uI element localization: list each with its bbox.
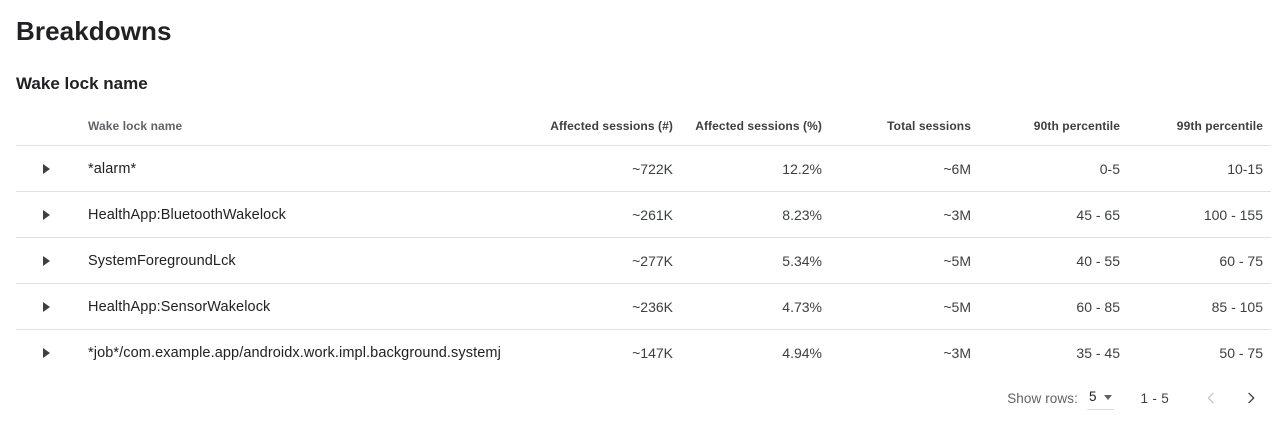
wake-lock-table: Wake lock name Affected sessions (#) Aff… — [16, 106, 1271, 421]
total-sessions: ~3M — [943, 206, 971, 223]
expand-cell — [16, 205, 88, 225]
show-rows-select[interactable]: 5 — [1086, 387, 1115, 410]
affected-sessions-count: ~722K — [632, 160, 673, 177]
section-title: Wake lock name — [16, 74, 148, 93]
total-sessions: ~6M — [943, 160, 971, 177]
expand-cell — [16, 297, 88, 317]
p90-value: 35 - 45 — [1076, 344, 1120, 361]
caret-down-icon — [1104, 394, 1113, 400]
total-sessions: ~3M — [943, 344, 971, 361]
table-row[interactable]: *job*/com.example.app/androidx.work.impl… — [16, 329, 1271, 375]
expand-cell — [16, 159, 88, 179]
column-header-90th-percentile: 90th percentile — [1033, 118, 1120, 133]
column-header-wake-lock-name: Wake lock name — [88, 118, 183, 133]
wake-lock-name: *alarm* — [88, 160, 137, 177]
p90-value: 45 - 65 — [1076, 206, 1120, 223]
wake-lock-name: SystemForegroundLck — [88, 252, 236, 269]
affected-sessions-count: ~261K — [632, 206, 673, 223]
triangle-right-icon — [43, 209, 50, 220]
expand-row-button[interactable] — [43, 205, 63, 225]
p99-value: 100 - 155 — [1203, 206, 1263, 223]
affected-sessions-count: ~277K — [632, 252, 673, 269]
affected-sessions-count: ~147K — [632, 344, 673, 361]
table-row[interactable]: SystemForegroundLck ~277K 5.34% ~5M 40 -… — [16, 237, 1271, 283]
previous-page-button[interactable] — [1191, 378, 1231, 418]
wake-lock-name: HealthApp:SensorWakelock — [88, 298, 271, 315]
triangle-right-icon — [43, 255, 50, 266]
expand-row-button[interactable] — [43, 251, 63, 271]
column-header-affected-sessions-pct: Affected sessions (%) — [695, 118, 822, 133]
affected-sessions-pct: 5.34% — [782, 252, 822, 269]
affected-sessions-count: ~236K — [632, 298, 673, 315]
show-rows-value: 5 — [1088, 388, 1097, 404]
expand-cell — [16, 343, 88, 363]
triangle-right-icon — [43, 163, 50, 174]
triangle-right-icon — [43, 301, 50, 312]
p99-value: 85 - 105 — [1211, 298, 1263, 315]
table-pagination-footer: Show rows: 5 1 - 5 — [16, 375, 1271, 421]
affected-sessions-pct: 4.73% — [782, 298, 822, 315]
column-header-99th-percentile: 99th percentile — [1176, 118, 1263, 133]
column-header-total-sessions: Total sessions — [887, 118, 971, 133]
p90-value: 60 - 85 — [1076, 298, 1120, 315]
expand-row-button[interactable] — [43, 159, 63, 179]
page-title: Breakdowns — [16, 16, 172, 46]
column-header-affected-sessions-count: Affected sessions (#) — [550, 118, 673, 133]
expand-row-button[interactable] — [43, 343, 63, 363]
table-row[interactable]: HealthApp:SensorWakelock ~236K 4.73% ~5M… — [16, 283, 1271, 329]
expand-row-button[interactable] — [43, 297, 63, 317]
breakdowns-page: Breakdowns Wake lock name Wake lock name… — [16, 16, 1271, 421]
next-page-button[interactable] — [1231, 378, 1271, 418]
p90-value: 40 - 55 — [1076, 252, 1120, 269]
wake-lock-name: HealthApp:BluetoothWakelock — [88, 206, 287, 223]
total-sessions: ~5M — [943, 252, 971, 269]
show-rows-label: Show rows: — [1007, 390, 1078, 406]
triangle-right-icon — [43, 347, 50, 358]
chevron-left-icon — [1207, 392, 1214, 404]
chevron-right-icon — [1248, 392, 1255, 404]
wake-lock-name: *job*/com.example.app/androidx.work.impl… — [88, 344, 501, 361]
expand-cell — [16, 251, 88, 271]
affected-sessions-pct: 12.2% — [782, 160, 822, 177]
pager-controls — [1191, 378, 1271, 418]
affected-sessions-pct: 8.23% — [782, 206, 822, 223]
table-row[interactable]: HealthApp:BluetoothWakelock ~261K 8.23% … — [16, 191, 1271, 237]
p99-value: 10-15 — [1227, 160, 1263, 177]
p99-value: 50 - 75 — [1219, 344, 1263, 361]
affected-sessions-pct: 4.94% — [782, 344, 822, 361]
table-row[interactable]: *alarm* ~722K 12.2% ~6M 0-5 10-15 — [16, 145, 1271, 191]
total-sessions: ~5M — [943, 298, 971, 315]
pagination-range-label: 1 - 5 — [1140, 390, 1169, 406]
p90-value: 0-5 — [1099, 160, 1120, 177]
p99-value: 60 - 75 — [1219, 252, 1263, 269]
table-header-row: Wake lock name Affected sessions (#) Aff… — [16, 106, 1271, 145]
